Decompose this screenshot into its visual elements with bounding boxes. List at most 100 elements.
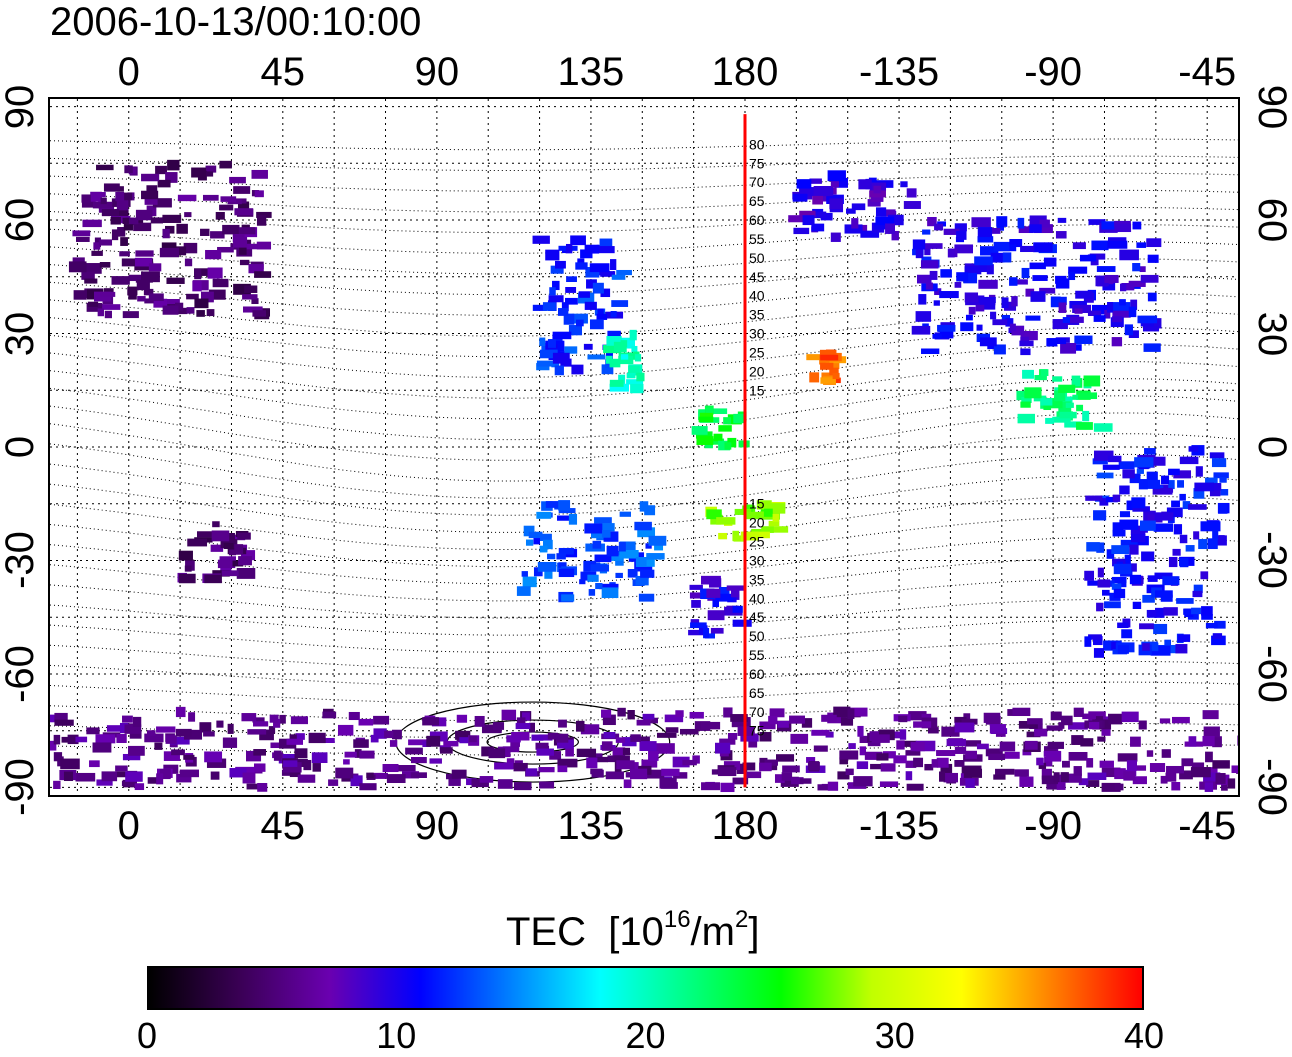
tec-cell bbox=[903, 201, 921, 209]
tec-cell bbox=[451, 769, 467, 779]
tec-cell bbox=[178, 573, 196, 584]
tec-cell bbox=[537, 533, 552, 541]
tec-cell bbox=[619, 549, 639, 559]
tec-cell bbox=[1114, 783, 1124, 791]
tec-cell bbox=[115, 191, 125, 202]
tec-cell bbox=[718, 532, 728, 540]
tec-cell bbox=[128, 274, 143, 282]
tec-cell bbox=[1096, 542, 1105, 553]
tec-cell bbox=[101, 771, 118, 782]
tec-cell bbox=[1161, 749, 1171, 758]
tec-cell bbox=[1020, 245, 1035, 253]
tec-cell bbox=[934, 223, 944, 231]
tec-cell bbox=[1062, 760, 1070, 768]
tec-cell bbox=[552, 331, 572, 340]
tec-cell bbox=[237, 532, 251, 540]
tec-cell bbox=[384, 730, 394, 739]
tec-cell bbox=[1060, 342, 1077, 354]
tec-cell bbox=[840, 717, 854, 726]
tec-cell bbox=[1096, 472, 1114, 479]
tec-cell bbox=[228, 549, 236, 556]
tec-cell bbox=[232, 560, 244, 567]
tec-cell bbox=[1111, 576, 1127, 584]
tec-cell bbox=[67, 734, 79, 745]
tec-cell bbox=[1163, 607, 1178, 616]
tec-cell bbox=[217, 559, 236, 569]
tec-cell bbox=[764, 759, 778, 766]
tec-cell bbox=[1043, 404, 1052, 411]
tec-cell bbox=[558, 562, 567, 568]
tec-cell bbox=[974, 256, 993, 266]
tec-cell bbox=[254, 190, 264, 198]
tec-cell bbox=[637, 527, 656, 538]
tec-cell bbox=[614, 755, 630, 762]
tec-cell bbox=[1022, 749, 1032, 756]
tec-cell bbox=[506, 735, 521, 743]
bottom-lon-tick: 0 bbox=[117, 804, 140, 848]
tec-cell bbox=[679, 728, 699, 735]
tec-cell bbox=[1062, 317, 1070, 324]
tec-cell bbox=[689, 584, 703, 590]
tec-cell bbox=[1055, 278, 1070, 289]
tec-cell bbox=[1131, 497, 1146, 509]
tec-cell bbox=[1221, 780, 1228, 791]
tec-cell bbox=[827, 170, 846, 182]
tec-cell bbox=[1046, 783, 1061, 790]
tec-cell bbox=[282, 762, 302, 773]
tec-cell bbox=[1124, 554, 1131, 564]
tec-cell bbox=[1040, 398, 1053, 406]
tec-cell bbox=[568, 325, 583, 336]
tec-cell bbox=[1160, 775, 1168, 784]
tec-cell bbox=[1202, 735, 1215, 747]
magnetic-latitude-line bbox=[50, 395, 1238, 461]
tec-cell bbox=[992, 319, 1008, 326]
tec-cell bbox=[940, 269, 952, 278]
tec-cell bbox=[700, 721, 721, 730]
tec-cell bbox=[1082, 410, 1090, 422]
tec-cell bbox=[829, 367, 839, 376]
tec-cell bbox=[745, 511, 764, 520]
tec-cell bbox=[1205, 622, 1218, 629]
tec-cell bbox=[1177, 480, 1185, 488]
tec-cell bbox=[1012, 707, 1031, 717]
tec-cell bbox=[552, 352, 570, 364]
tec-cell bbox=[609, 379, 624, 387]
tec-cell bbox=[980, 246, 999, 256]
tec-cell bbox=[348, 711, 360, 721]
tec-cell bbox=[879, 781, 899, 788]
tec-cell bbox=[1203, 772, 1221, 782]
magnetic-latitude-label: 50 bbox=[749, 250, 765, 266]
tec-cell bbox=[631, 345, 638, 352]
magnetic-latitude-label: 35 bbox=[749, 307, 765, 323]
tec-cell bbox=[1146, 750, 1154, 757]
tec-cell bbox=[1111, 641, 1118, 651]
tec-cell bbox=[135, 209, 153, 221]
tec-cell bbox=[1029, 224, 1042, 233]
tec-cell bbox=[1143, 343, 1161, 352]
tec-cell bbox=[1168, 468, 1180, 476]
tec-cell bbox=[1119, 519, 1139, 530]
tec-cell bbox=[1128, 306, 1137, 318]
tec-cell bbox=[759, 762, 772, 772]
tec-cell bbox=[549, 287, 556, 296]
tec-cell bbox=[759, 721, 776, 730]
tec-cell bbox=[857, 725, 864, 737]
tec-cell bbox=[732, 777, 749, 785]
tec-cell bbox=[731, 717, 751, 728]
tec-cell bbox=[521, 712, 530, 721]
tec-cell bbox=[170, 736, 190, 745]
tec-cell bbox=[1068, 271, 1076, 281]
tec-cell bbox=[589, 263, 610, 273]
tec-cell bbox=[1132, 776, 1147, 785]
tec-cell bbox=[925, 282, 933, 290]
tec-cell bbox=[638, 593, 655, 602]
tec-cell bbox=[233, 283, 251, 295]
tec-cell bbox=[226, 533, 235, 542]
tec-cell bbox=[245, 243, 258, 250]
tec-cell bbox=[791, 777, 804, 785]
magnetic-latitude-label: 25 bbox=[749, 344, 765, 360]
tec-cell bbox=[883, 751, 896, 759]
tec-cell bbox=[870, 194, 884, 202]
tec-cell bbox=[1077, 392, 1098, 400]
tec-cell bbox=[601, 741, 613, 751]
